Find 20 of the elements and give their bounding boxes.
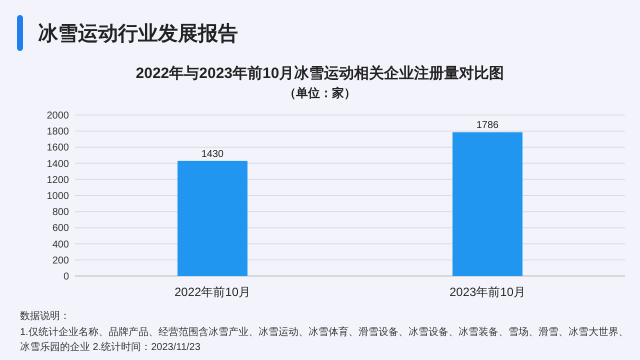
y-tick-label: 1000 [46,191,70,202]
data-label: 1430 [201,148,224,160]
x-tick-label: 2023年前10月 [449,285,526,299]
text: 数据说明： [20,310,70,322]
y-tick-label: 600 [52,223,70,234]
data-label: 1786 [476,120,500,132]
chart-title: 冰雪运动行业发展报告 [38,22,238,45]
y-tick-label: 1200 [46,174,70,186]
y-tick-label: 0 [63,272,70,282]
y-tick-label: 400 [52,239,70,250]
y-tick-label: 1400 [46,158,70,170]
text: 1.仅统计企业名称、品牌产品、经营范围含冰雪产业、冰雪运动、冰雪体育、滑雪设备、冰雪设备、冰雪装备、雪场、滑雪、冰雪大世界、冰雪乐园的企业 2.统计时间：2023/11/23 [20,326,630,355]
x-tick-label: 2022年前10月 [174,285,251,299]
y-tick-label: 2000 [46,110,70,122]
chart-subtitle: 2022年与2023年前10月冰雪运动相关企业注册量对比图 [136,64,504,82]
y-tick-label: 1800 [46,126,70,138]
y-tick-label: 800 [52,207,70,218]
y-tick-label: 200 [52,255,70,266]
y-tick-label: 1600 [46,142,70,154]
text: （单位：家） [284,86,356,100]
